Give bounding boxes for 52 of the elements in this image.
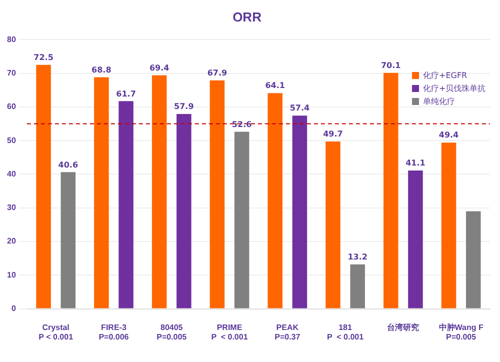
bar [292, 116, 308, 308]
y-tick-label: 50 [6, 136, 16, 145]
text: 49.4 [438, 130, 459, 140]
x-tick-label: 181 P < 0.001 [327, 322, 364, 342]
y-tick-label: 10 [6, 270, 16, 280]
text: 64.1 [265, 81, 285, 90]
x-tick-label: 台湾研究 [387, 322, 420, 332]
bar [152, 75, 167, 308]
text: 69.4 [149, 63, 170, 72]
x-tick-label: PRIME P < 0.001 [211, 322, 248, 342]
bar [176, 114, 192, 308]
bar [94, 77, 109, 308]
y-tick-label: 20 [6, 236, 16, 246]
bar [350, 264, 365, 308]
data-label: 61.7 [116, 89, 136, 98]
data-label: 57.4 [290, 104, 310, 113]
text: 70.1 [380, 60, 401, 70]
bar [466, 211, 481, 308]
data-label: 13.2 [348, 252, 368, 262]
x-tick-label: 80405 P=0.005 [156, 322, 188, 342]
x-tick-label: Crystal P < 0.001 [38, 322, 74, 342]
bar [326, 142, 340, 308]
data-label: 41.1 [406, 158, 426, 168]
x-tick-label: FIRE-3 P=0.006 [98, 322, 130, 342]
x-tick-label: 中肿Wang F P=0.005 [438, 322, 484, 342]
y-tick-label: 40 [6, 169, 16, 178]
y-tick-label: 0 [11, 304, 16, 314]
x-tick-label: PEAK P=0.37 [274, 322, 301, 342]
legend-label: 化疗+EGFR [423, 70, 468, 81]
data-label: 40.6 [58, 160, 78, 170]
y-tick-label: 60 [6, 102, 16, 112]
bar [268, 93, 282, 308]
bar [36, 64, 51, 308]
legend-label: 单纯化疗 [423, 96, 455, 107]
bar [234, 132, 250, 308]
bar [118, 101, 134, 308]
bar [383, 72, 398, 308]
bar [210, 80, 225, 308]
data-label: 57.9 [174, 102, 194, 112]
text: 72.5 [34, 52, 54, 62]
bar [408, 170, 423, 308]
y-tick-label: 70 [6, 68, 16, 78]
y-tick-label: 30 [6, 203, 16, 212]
text: 68.8 [92, 65, 112, 74]
text: 49.7 [323, 130, 343, 139]
text: 67.9 [207, 68, 228, 78]
data-label: 52.6 [232, 120, 252, 129]
y-tick-label: 80 [6, 34, 16, 44]
legend-label: 化疗+贝伐珠单抗 [423, 83, 486, 94]
chart-title: ORR [232, 9, 262, 24]
bar [441, 142, 456, 308]
bar [60, 172, 76, 308]
